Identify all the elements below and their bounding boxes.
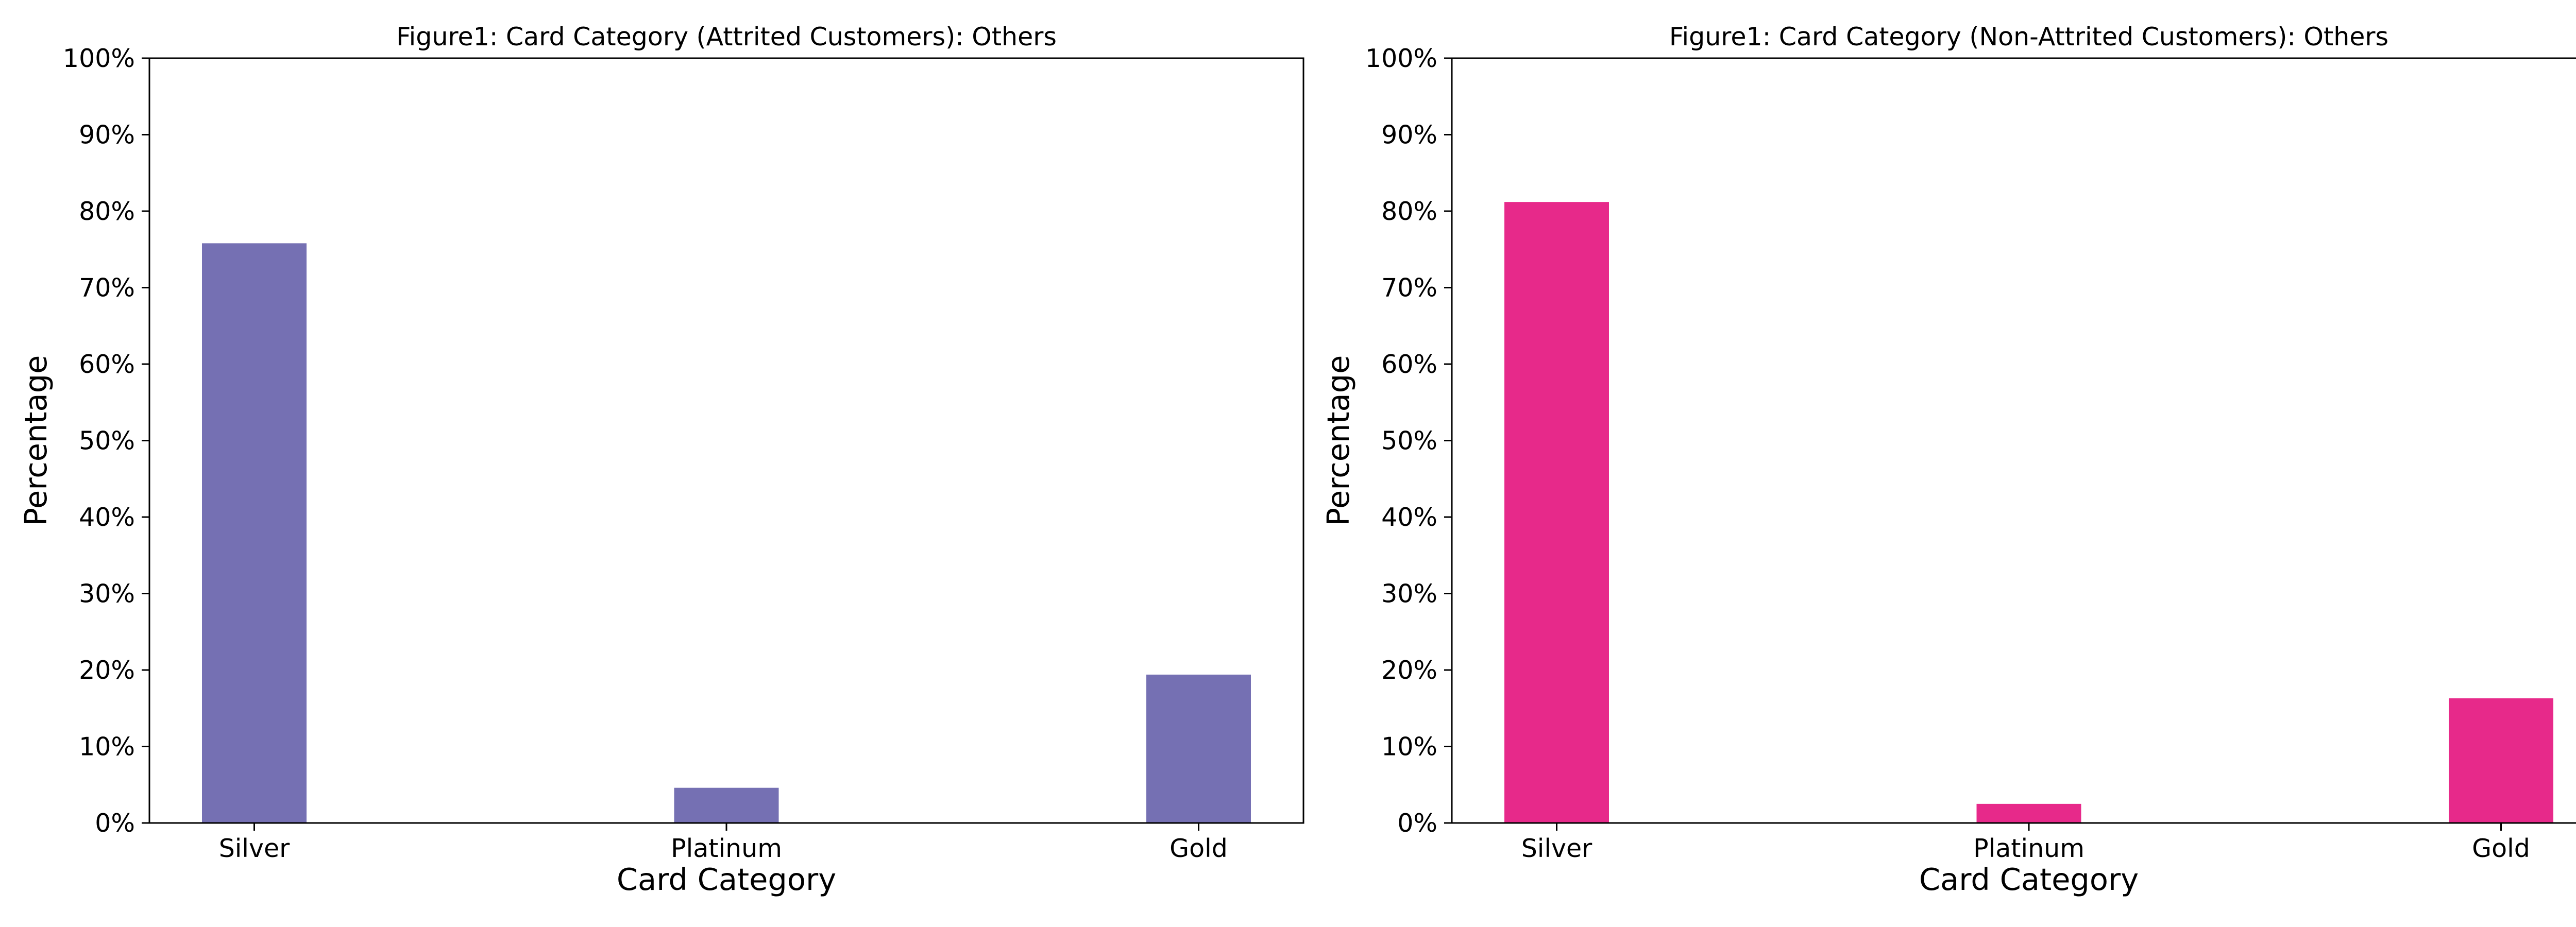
x-axis-label: Card Category xyxy=(617,862,836,897)
y-tick-label: 50% xyxy=(79,426,135,456)
chart-panel-non-attrited: Figure1: Card Category (Non-Attrited Cus… xyxy=(1320,22,2576,897)
chart-title: Figure1: Card Category (Non-Attrited Cus… xyxy=(1669,22,2388,52)
chart-panel-attrited: Figure1: Card Category (Attrited Custome… xyxy=(18,22,1304,897)
x-ticks-group: Silver Platinum Gold xyxy=(219,823,1228,863)
y-tick-label: 90% xyxy=(1381,121,1437,150)
y-tick-label: 20% xyxy=(79,656,135,685)
y-tick-label: 30% xyxy=(79,579,135,609)
y-tick-label: 70% xyxy=(1381,273,1437,303)
y-axis-label: Percentage xyxy=(1320,355,1356,526)
y-tick-label: 60% xyxy=(79,350,135,379)
bar-silver xyxy=(1504,202,1609,823)
bar-silver xyxy=(202,243,307,823)
chart-title: Figure1: Card Category (Attrited Custome… xyxy=(396,22,1057,52)
y-tick-label: 80% xyxy=(1381,197,1437,226)
y-tick-label: 100% xyxy=(1365,44,1437,73)
plot-frame xyxy=(1451,57,2576,824)
x-axis-label: Card Category xyxy=(1919,862,2139,897)
y-axis-label: Percentage xyxy=(18,355,54,526)
x-tick-label: Platinum xyxy=(671,834,782,863)
x-ticks-group: Silver Platinum Gold xyxy=(1521,823,2530,863)
y-tick-label: 60% xyxy=(1381,350,1437,379)
y-tick-label: 20% xyxy=(1381,656,1437,685)
y-tick-label: 70% xyxy=(79,273,135,303)
x-tick-label: Platinum xyxy=(1973,834,2084,863)
bar-platinum xyxy=(674,787,779,823)
y-tick-label: 90% xyxy=(79,121,135,150)
bar-gold xyxy=(1146,674,1251,823)
y-tick-label: 50% xyxy=(1381,426,1437,456)
y-ticks-group: 0% 10% 20% 30% 40% 50% 60% 70% 80% 90% 100% xyxy=(63,44,149,838)
y-tick-label: 100% xyxy=(63,44,135,73)
y-tick-label: 40% xyxy=(79,503,135,532)
bar-gold xyxy=(2449,698,2553,823)
x-tick-label: Gold xyxy=(1170,834,1228,863)
y-tick-label: 30% xyxy=(1381,579,1437,609)
bars-group xyxy=(202,243,1251,823)
x-tick-label: Gold xyxy=(2472,834,2530,863)
y-ticks-group: 0% 10% 20% 30% 40% 50% 60% 70% 80% 90% 100% xyxy=(1365,44,1452,838)
y-tick-label: 0% xyxy=(1397,809,1437,838)
y-tick-label: 10% xyxy=(79,732,135,762)
plot-frame xyxy=(148,57,1304,824)
y-tick-label: 10% xyxy=(1381,732,1437,762)
bars-group xyxy=(1504,202,2553,823)
y-tick-label: 0% xyxy=(95,809,135,838)
y-tick-label: 40% xyxy=(1381,503,1437,532)
x-tick-label: Silver xyxy=(219,834,290,863)
y-tick-label: 80% xyxy=(79,197,135,226)
bar-platinum xyxy=(1976,803,2081,823)
x-tick-label: Silver xyxy=(1521,834,1592,863)
